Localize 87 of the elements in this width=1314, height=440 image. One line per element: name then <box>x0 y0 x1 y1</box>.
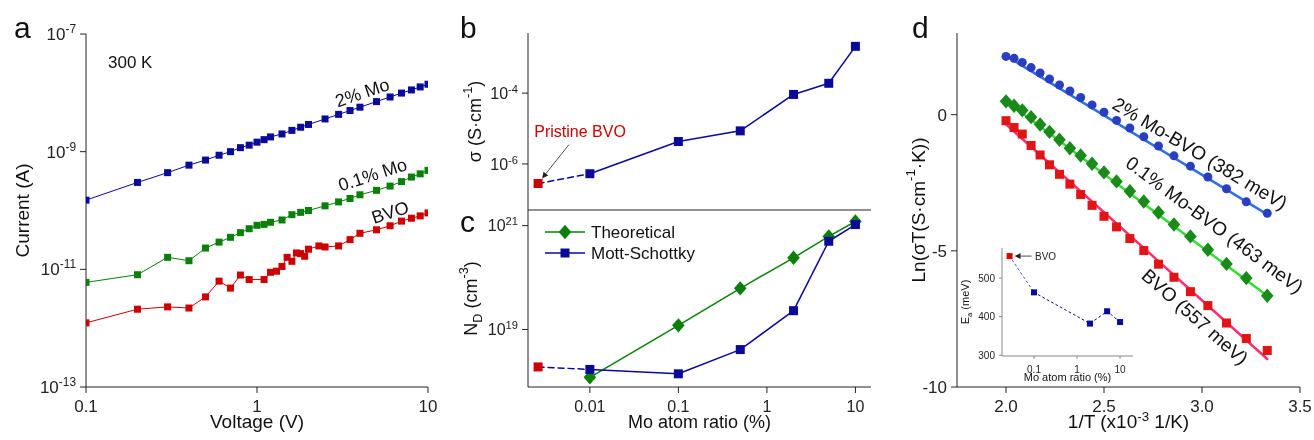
point <box>1201 242 1215 257</box>
y-tick-label: 0 <box>937 105 947 125</box>
y-tick-label: 300 <box>978 349 996 361</box>
y-tick-label: 10$^{19}$ <box>487 319 518 339</box>
annotation: 300 K <box>108 53 154 72</box>
y-tick-label: 10$^{-11}$ <box>40 257 77 280</box>
point <box>1065 86 1075 96</box>
y-tick-label: 10$^{-4}$ <box>490 82 518 102</box>
point <box>1001 116 1011 126</box>
x-axis-title: Mo atom ratio (%) <box>627 412 772 432</box>
point <box>1097 165 1111 180</box>
point <box>1017 57 1027 67</box>
chart-title: c <box>460 205 475 238</box>
chart-title: b <box>460 11 477 44</box>
point <box>1043 124 1056 140</box>
y-tick-label: 10$^{21}$ <box>487 215 518 235</box>
x-tick-label: 1 <box>1074 363 1081 375</box>
x-tick-label: 0.1 <box>74 397 98 417</box>
point <box>1026 140 1036 150</box>
point <box>1076 93 1086 103</box>
point <box>1009 122 1019 132</box>
y-tick-label: 10$^{-6}$ <box>490 153 518 173</box>
point <box>1001 51 1011 61</box>
point <box>1053 132 1066 147</box>
point <box>999 94 1013 109</box>
y-tick-label: -10 <box>922 377 947 397</box>
point <box>1125 234 1135 244</box>
annotation: BVO <box>1035 250 1057 262</box>
point <box>1222 318 1231 328</box>
annotation: Pristine BVO <box>534 122 626 140</box>
x-tick-label: 0.1 <box>667 397 690 415</box>
y-tick-label: 500 <box>978 272 996 284</box>
y-tick-label: 10$^{-13}$ <box>39 374 77 397</box>
x-tick-label: 10 <box>846 397 865 415</box>
point <box>1110 174 1123 189</box>
point <box>1085 156 1099 171</box>
x-tick-label: 10 <box>418 397 438 417</box>
x-tick-label: 10 <box>1114 363 1127 375</box>
legend-label: Theoretical <box>591 222 676 242</box>
point <box>1063 140 1077 156</box>
point <box>1112 222 1122 232</box>
point <box>1055 169 1065 179</box>
point <box>1240 270 1253 286</box>
text: 2% Mo <box>332 74 393 112</box>
x-tick-label: 0.01 <box>574 397 606 415</box>
point <box>1185 287 1195 297</box>
text: BVO <box>368 197 412 228</box>
point <box>1009 53 1019 63</box>
chart-title: a <box>14 11 31 44</box>
point <box>1099 107 1109 117</box>
x-tick-label: 3.0 <box>1190 397 1214 417</box>
y-axis-title: Current (A) <box>11 163 33 258</box>
point <box>1137 194 1151 209</box>
point <box>1024 109 1038 125</box>
point <box>1262 346 1272 356</box>
legend-label: Mott-Schottky <box>591 243 696 263</box>
point <box>1017 129 1027 139</box>
text: 0.1% Mo <box>335 154 410 196</box>
point <box>1153 259 1163 269</box>
chart-title: d <box>912 11 929 44</box>
y-tick-label: 10$^{-7}$ <box>46 21 77 44</box>
point <box>1099 211 1109 221</box>
point <box>1087 200 1097 210</box>
point <box>1033 117 1047 132</box>
x-tick-label: 3.5 <box>1288 397 1312 417</box>
point <box>1152 205 1165 220</box>
x-tick-label: 2.0 <box>994 397 1018 417</box>
point <box>1035 68 1045 78</box>
x-tick-label: 1 <box>762 397 772 415</box>
point <box>1185 161 1195 171</box>
y-tick-label: -5 <box>931 241 947 261</box>
x-tick-label: 0.1 <box>1027 363 1042 375</box>
point <box>1087 100 1097 110</box>
point <box>1007 98 1021 113</box>
point <box>1055 80 1065 90</box>
point <box>1045 74 1055 84</box>
point <box>1076 189 1086 199</box>
point <box>1065 179 1075 189</box>
point <box>1026 63 1036 73</box>
point <box>1035 150 1045 160</box>
point <box>1045 160 1055 170</box>
point <box>1125 123 1135 133</box>
y-tick-label: 10$^{-9}$ <box>46 139 77 162</box>
y-tick-label: 400 <box>978 311 996 323</box>
point <box>1074 148 1087 163</box>
point <box>1015 103 1029 118</box>
point <box>1139 246 1149 256</box>
